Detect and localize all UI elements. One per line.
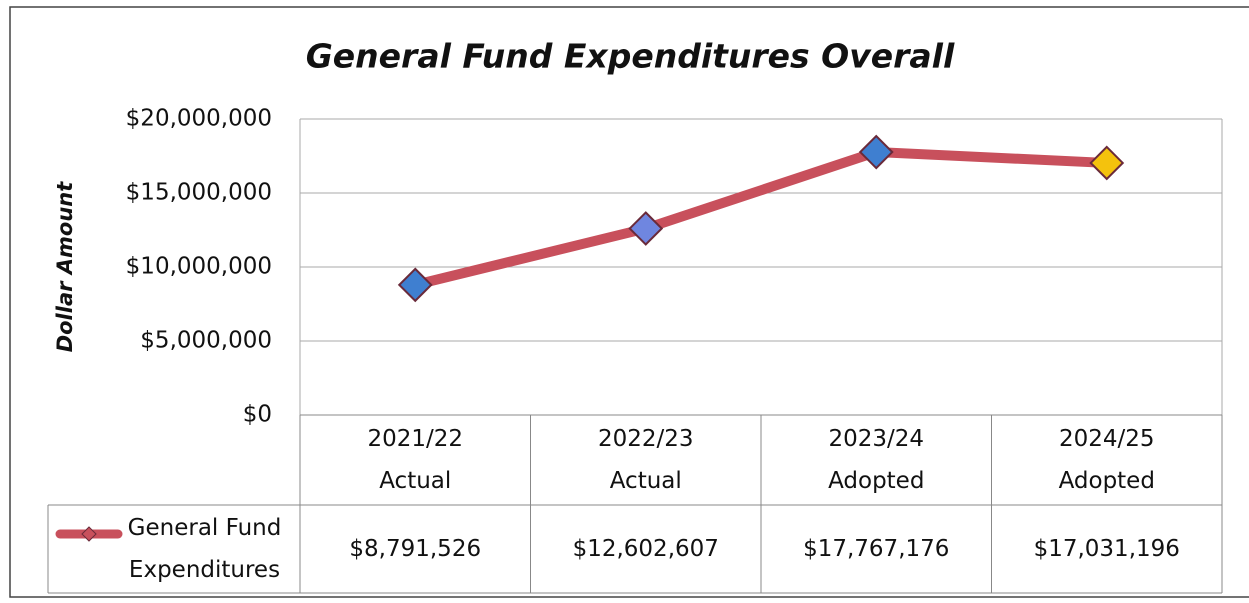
legend-label-text: General Fund Expenditures (127, 515, 282, 583)
marker (858, 134, 894, 170)
x-tick-label-text: 2021/22 Actual (367, 426, 464, 494)
x-tick-label-text: 2023/24 Adopted (828, 426, 925, 494)
chart-title: General Fund Expenditures Overall (306, 37, 955, 76)
y-tick-label: $15,000,000 (126, 180, 272, 206)
y-tick-label: $20,000,000 (126, 106, 272, 132)
value-label-text: $17,031,196 (1033, 536, 1180, 562)
marker (628, 211, 664, 246)
value-label: $17,031,196 (992, 505, 1223, 593)
marker (1089, 145, 1125, 181)
y-tick-label: $5,000,000 (140, 328, 272, 354)
y-tick-label: $10,000,000 (126, 254, 272, 280)
line (414, 147, 1107, 290)
x-tick-label: 2021/22 Actual (300, 415, 531, 505)
value-label: $8,791,526 (300, 505, 531, 593)
y-axis-label: Dollar Amount (53, 181, 77, 353)
marker (397, 267, 433, 303)
x-tick-label: 2023/24 Adopted (761, 415, 992, 505)
value-label-text: $8,791,526 (349, 536, 482, 562)
x-tick-label-text: 2024/25 Adopted (1058, 426, 1155, 494)
value-label-text: $17,767,176 (803, 536, 950, 562)
legend-label: General Fund Expenditures (112, 505, 297, 593)
value-label-text: $12,602,607 (572, 536, 719, 562)
frame (9, 6, 1249, 598)
x-tick-label-text: 2022/23 Actual (597, 426, 694, 494)
x-tick-label: 2022/23 Actual (531, 415, 762, 505)
y-tick-label: $0 (243, 402, 272, 428)
value-label: $17,767,176 (761, 505, 992, 593)
value-label: $12,602,607 (531, 505, 762, 593)
legend-marker (81, 526, 97, 542)
x-tick-label: 2024/25 Adopted (992, 415, 1223, 505)
